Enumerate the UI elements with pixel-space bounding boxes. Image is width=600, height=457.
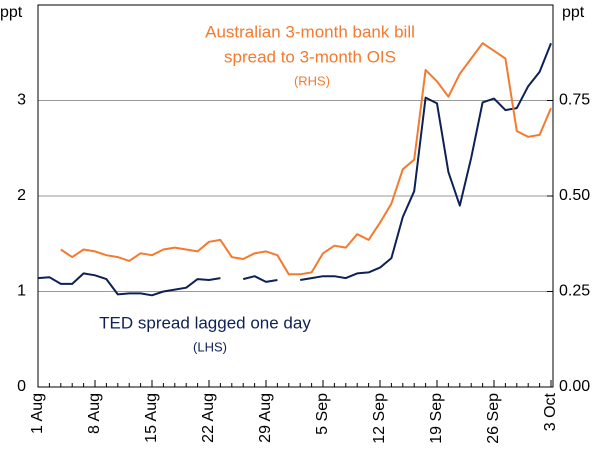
annotation: (LHS) [193,339,227,354]
y-tick-label: 3 [17,92,26,109]
x-tick-label: 26 Sep [485,393,502,444]
y2-axis-label: ppt [562,4,585,21]
y2-tick-label: 0.25 [559,283,590,300]
annotation: TED spread lagged one day [99,313,311,332]
x-tick-label: 22 Aug [200,393,217,443]
plot-frame [37,4,554,388]
y-tick-label: 1 [17,283,26,300]
annotation: Australian 3-month bank bill [205,22,415,41]
series-line [37,42,552,297]
y2-tick-label: 0.75 [559,92,590,109]
x-tick-label: 3 Oct [542,392,559,431]
x-tick-label: 8 Aug [86,393,103,434]
series-line [60,42,552,276]
annotation: spread to 3-month OIS [224,47,396,66]
y2-tick-label: 0.50 [559,187,590,204]
x-tick-label: 29 Aug [257,393,274,443]
y-axis-label: ppt [0,4,23,21]
y-tick-label: 0 [17,378,26,395]
x-tick-label: 5 Sep [314,393,331,435]
x-tick-label: 15 Aug [143,393,160,443]
y-tick-label: 2 [17,187,26,204]
y2-tick-label: 0.00 [559,378,590,395]
x-tick-label: 12 Sep [371,393,388,444]
x-tick-label: 1 Aug [29,393,46,434]
annotation: (RHS) [294,73,330,88]
x-tick-label: 19 Sep [428,393,445,444]
